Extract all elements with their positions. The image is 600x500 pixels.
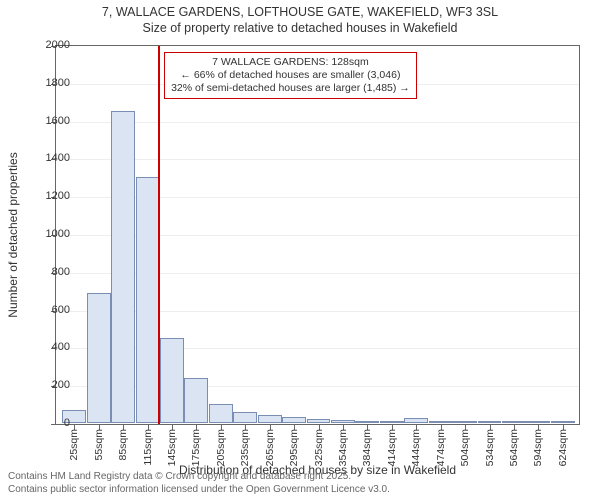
chart-title-line1: 7, WALLACE GARDENS, LOFTHOUSE GATE, WAKE… xyxy=(0,4,600,20)
y-tick-label: 1600 xyxy=(30,115,70,127)
histogram-bar xyxy=(87,293,111,423)
histogram-bar xyxy=(453,421,477,423)
plot-area: 25sqm55sqm85sqm115sqm145sqm175sqm205sqm2… xyxy=(55,45,580,425)
annotation-line1: 7 WALLACE GARDENS: 128sqm xyxy=(171,56,410,69)
y-tick-label: 1400 xyxy=(30,152,70,164)
annotation-line3: 32% of semi-detached houses are larger (… xyxy=(171,82,410,95)
x-tick-label: 354sqm xyxy=(337,429,349,466)
x-tick-label: 504sqm xyxy=(459,429,471,466)
histogram-bar xyxy=(404,418,428,423)
histogram-bar xyxy=(184,378,208,423)
x-tick-label: 85sqm xyxy=(117,429,129,461)
chart-footer: Contains HM Land Registry data © Crown c… xyxy=(8,471,390,496)
x-tick-label: 115sqm xyxy=(142,429,154,466)
chart-title-block: 7, WALLACE GARDENS, LOFTHOUSE GATE, WAKE… xyxy=(0,0,600,37)
x-tick-label: 534sqm xyxy=(484,429,496,466)
footer-line1: Contains HM Land Registry data © Crown c… xyxy=(8,471,390,484)
y-tick-label: 1000 xyxy=(30,228,70,240)
histogram-bar xyxy=(502,421,526,423)
x-tick-label: 25sqm xyxy=(68,429,80,461)
histogram-bar xyxy=(160,338,184,423)
y-axis-title: Number of detached properties xyxy=(6,152,20,317)
y-tick-label: 1200 xyxy=(30,190,70,202)
x-tick-label: 444sqm xyxy=(410,429,422,466)
x-tick-label: 295sqm xyxy=(288,429,300,466)
x-tick-label: 175sqm xyxy=(190,429,202,466)
y-tick-label: 2000 xyxy=(30,39,70,51)
marker-line xyxy=(158,46,160,424)
histogram-bar xyxy=(551,421,575,423)
x-tick-label: 384sqm xyxy=(361,429,373,466)
y-tick-label: 0 xyxy=(30,417,70,429)
x-tick-label: 414sqm xyxy=(386,429,398,466)
x-tick-label: 624sqm xyxy=(557,429,569,466)
x-tick-label: 235sqm xyxy=(239,429,251,466)
chart-title-line2: Size of property relative to detached ho… xyxy=(0,20,600,36)
x-tick-label: 474sqm xyxy=(435,429,447,466)
x-tick-label: 564sqm xyxy=(508,429,520,466)
histogram-bar xyxy=(526,421,550,423)
histogram-bar xyxy=(258,415,282,423)
y-tick-label: 600 xyxy=(30,304,70,316)
x-tick-label: 205sqm xyxy=(215,429,227,466)
histogram-bar xyxy=(380,421,404,423)
annotation-line2: ← 66% of detached houses are smaller (3,… xyxy=(171,69,410,82)
histogram-bar xyxy=(355,421,379,423)
x-tick-label: 265sqm xyxy=(264,429,276,466)
histogram-bar xyxy=(331,420,355,423)
x-tick-label: 145sqm xyxy=(166,429,178,466)
histogram-bar xyxy=(233,412,257,423)
annotation-box: 7 WALLACE GARDENS: 128sqm← 66% of detach… xyxy=(164,52,417,99)
histogram-bar xyxy=(429,421,453,423)
histogram-bar xyxy=(282,417,306,423)
x-tick-label: 594sqm xyxy=(532,429,544,466)
chart-region: 25sqm55sqm85sqm115sqm145sqm175sqm205sqm2… xyxy=(55,45,580,425)
x-tick-label: 325sqm xyxy=(313,429,325,466)
y-tick-label: 400 xyxy=(30,341,70,353)
y-tick-label: 200 xyxy=(30,379,70,391)
histogram-bar xyxy=(209,404,233,423)
histogram-bar xyxy=(307,419,331,423)
y-tick-label: 1800 xyxy=(30,77,70,89)
footer-line2: Contains public sector information licen… xyxy=(8,484,390,497)
y-tick-label: 800 xyxy=(30,266,70,278)
histogram-bar xyxy=(478,421,502,423)
histogram-bar xyxy=(136,177,160,423)
histogram-bar xyxy=(111,111,135,423)
x-tick-label: 55sqm xyxy=(93,429,105,461)
